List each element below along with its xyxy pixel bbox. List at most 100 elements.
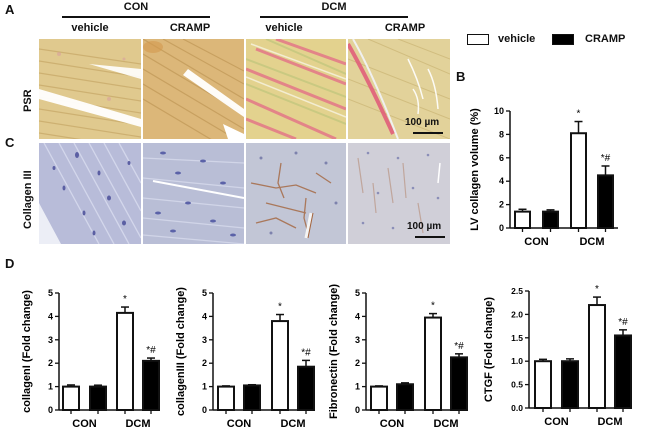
chart-fibronectin: 0 1 2 3 4 5 Fibronectin (Fold change) CON * *# DCM — [328, 284, 468, 430]
bar-con-vehicle — [534, 360, 552, 410]
bar-dcm-vehicle — [588, 304, 606, 410]
bar-con-cramp — [561, 360, 579, 410]
col-label-con-vehicle: vehicle — [71, 22, 109, 34]
y-tick-label: 6 — [499, 153, 504, 163]
chart-collagen-iii: 0 1 2 3 4 5 collagenIII (Fold change) CON * *# DCM — [175, 287, 315, 430]
bar-dcm-cramp — [614, 334, 632, 409]
y-tick-label: 2 — [48, 358, 53, 368]
y-tick-label: 1 — [202, 382, 207, 392]
y-tick-label: 0.5 — [511, 380, 523, 390]
x-category-label: CON — [72, 418, 97, 430]
micrograph-collagen3-dcm-vehicle — [246, 143, 346, 244]
y-tick-label: 1.0 — [511, 356, 523, 366]
chart-ctgf: 0.0 0.5 1.0 1.5 2.0 2.5 CTGF (Fold change) CON *… — [483, 284, 632, 428]
significance-marker: *# — [601, 153, 611, 164]
y-tick-label: 2 — [499, 200, 504, 210]
x-category-label: CON — [380, 418, 405, 430]
bar-con-vehicle — [217, 385, 235, 412]
significance-marker: *# — [301, 347, 311, 358]
chart-collagen-i: 0 1 2 3 4 5 collagenI (Fold change) CON * *# DCM — [21, 288, 160, 430]
y-tick-label: 0 — [355, 405, 360, 415]
y-tick-label: 3 — [202, 335, 207, 345]
bar-con-vehicle — [514, 210, 531, 229]
y-tick-label: 5 — [48, 288, 53, 298]
panel-letter-a: A — [5, 2, 15, 17]
micrograph-psr-dcm-cramp — [348, 39, 450, 139]
x-category-label: CON — [524, 236, 549, 248]
micrograph-collagen3-dcm-cramp — [348, 143, 450, 244]
panel-letter-b: B — [456, 69, 466, 84]
y-tick-label: 3 — [355, 335, 360, 345]
significance-marker: * — [595, 284, 599, 295]
x-category-label: DCM — [579, 236, 604, 248]
x-category-label: DCM — [433, 418, 458, 430]
micrograph-collagen3-con-cramp — [143, 143, 244, 244]
group-label-con: CON — [123, 1, 149, 13]
y-tick-label: 0 — [499, 223, 504, 233]
significance-marker: *# — [454, 341, 464, 352]
col-label-dcm-vehicle: vehicle — [265, 22, 303, 34]
significance-marker: *# — [618, 317, 628, 328]
bar-dcm-cramp — [142, 359, 160, 411]
panel-letter-d: D — [5, 256, 15, 271]
bar-con-cramp — [243, 384, 261, 411]
y-axis-label: collagenIII (Fold change) — [175, 287, 187, 416]
group-label-dcm: DCM — [321, 1, 347, 13]
legend-swatch-vehicle — [467, 34, 489, 45]
y-tick-label: 2 — [202, 358, 207, 368]
x-category-label: CON — [544, 416, 569, 428]
scale-bar-psr — [413, 132, 443, 134]
y-axis-label: CTGF (Fold change) — [483, 297, 495, 402]
group-line-dcm — [260, 16, 408, 18]
bar-dcm-vehicle — [116, 311, 134, 412]
bar-dcm-cramp — [597, 174, 614, 230]
legend-label-cramp: CRAMP — [585, 33, 626, 45]
x-category-label: DCM — [125, 418, 150, 430]
scale-bar-collagen3 — [415, 236, 445, 238]
significance-marker: * — [123, 294, 127, 305]
scale-bar-label-psr: 100 µm — [405, 117, 440, 128]
y-tick-label: 4 — [202, 311, 207, 321]
y-axis-label: Fibronectin (Fold change) — [328, 284, 340, 419]
significance-marker: * — [431, 301, 435, 312]
y-tick-label: 1.5 — [511, 333, 523, 343]
y-axis-label: LV collagen volume (%) — [469, 108, 481, 231]
y-tick-label: 4 — [355, 311, 360, 321]
bar-dcm-cramp — [297, 365, 315, 411]
y-tick-label: 0 — [48, 405, 53, 415]
y-tick-label: 3 — [48, 335, 53, 345]
y-tick-label: 2.5 — [511, 286, 523, 296]
y-tick-label: 2 — [355, 358, 360, 368]
legend-swatch-cramp — [552, 34, 574, 45]
significance-marker: * — [577, 109, 581, 120]
scale-bar-label-collagen3: 100 µm — [407, 221, 442, 232]
x-category-label: DCM — [597, 416, 622, 428]
y-tick-label: 1 — [48, 382, 53, 392]
x-category-label: CON — [227, 418, 252, 430]
micrograph-psr-con-vehicle — [39, 39, 141, 139]
bar-con-vehicle — [62, 385, 80, 412]
micrograph-psr-dcm-vehicle — [246, 39, 346, 139]
y-tick-label: 2.0 — [511, 309, 523, 319]
y-tick-label: 10 — [494, 106, 504, 116]
x-category-label: DCM — [280, 418, 305, 430]
bar-con-cramp — [542, 210, 559, 229]
legend-label-vehicle: vehicle — [498, 33, 536, 45]
y-tick-label: 4 — [48, 311, 53, 321]
bar-dcm-cramp — [450, 356, 468, 412]
micrograph-psr-con-cramp — [143, 39, 244, 139]
bar-con-vehicle — [370, 385, 388, 412]
y-tick-label: 0 — [202, 405, 207, 415]
chart-lv-collagen-volume: 0 2 4 6 8 10 LV collagen volume (%) CON * *# DCM — [469, 106, 618, 248]
micrograph-collagen3-con-vehicle — [39, 143, 141, 244]
bar-dcm-vehicle — [271, 320, 289, 411]
y-tick-label: 1 — [355, 382, 360, 392]
panel-letter-c: C — [5, 135, 15, 150]
y-tick-label: 5 — [202, 288, 207, 298]
bar-dcm-vehicle — [424, 316, 442, 412]
y-tick-label: 5 — [355, 288, 360, 298]
group-line-con — [62, 16, 210, 18]
bar-con-cramp — [89, 385, 107, 412]
col-label-dcm-cramp: CRAMP — [384, 22, 426, 34]
